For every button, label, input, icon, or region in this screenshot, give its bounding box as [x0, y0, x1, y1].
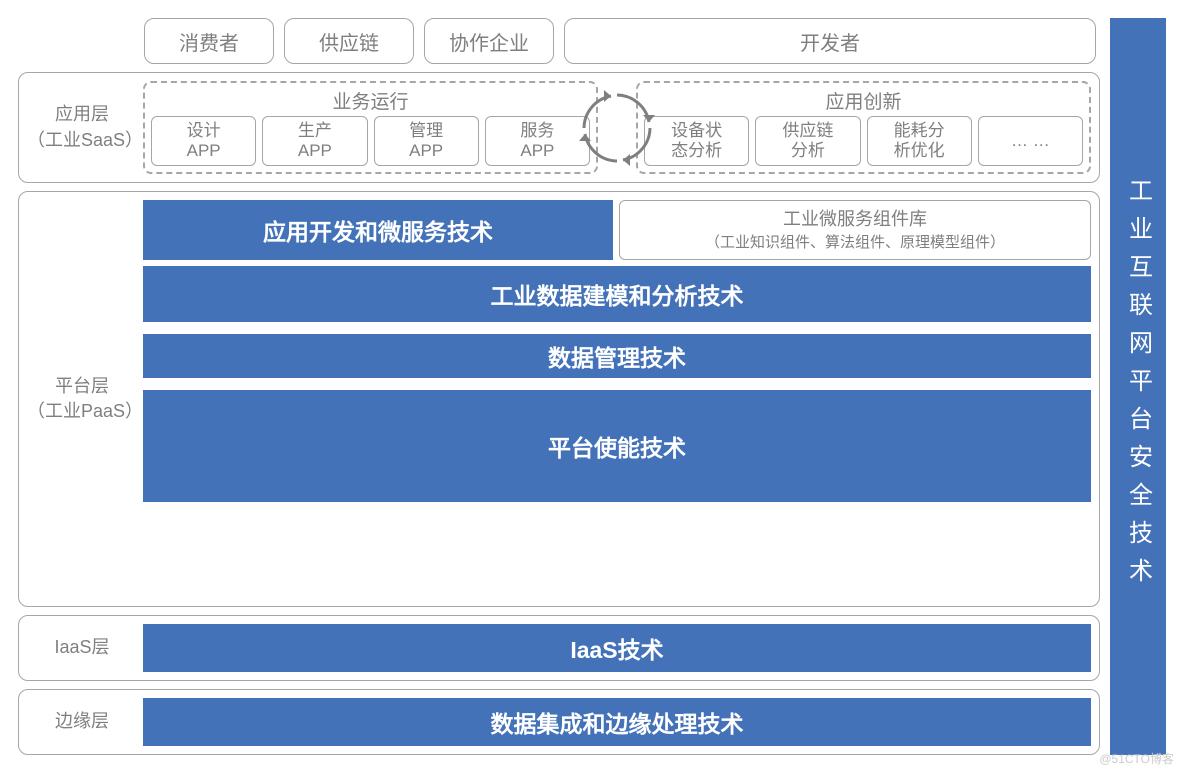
- watermark: @51CTO博客: [1099, 750, 1174, 767]
- actor-consumer: 消费者: [144, 18, 274, 64]
- app-service: 服务APP: [485, 116, 590, 166]
- application-innovation-group: 应用创新 设备状态分析 供应链分析 能耗分析优化 … …: [636, 81, 1091, 174]
- saas-content: 业务运行 设计APP 生产APP 管理APP 服务APP: [143, 81, 1091, 174]
- diagram-root: 消费者 供应链 协作企业 开发者 应用层 （工业SaaS） 业务运行 设计APP…: [18, 18, 1166, 755]
- app-design: 设计APP: [151, 116, 256, 166]
- edge-label: 边缘层: [27, 698, 137, 746]
- business-operation-group: 业务运行 设计APP 生产APP 管理APP 服务APP: [143, 81, 598, 174]
- lib-title: 工业微服务组件库: [783, 207, 927, 232]
- saas-label-line1: 应用层: [55, 102, 109, 127]
- security-column: 工业互联网平台安全技术: [1110, 18, 1166, 755]
- app-production: 生产APP: [262, 116, 367, 166]
- actor-supplychain: 供应链: [284, 18, 414, 64]
- innov-supplychain: 供应链分析: [755, 116, 860, 166]
- paas-data-management: 数据管理技术: [143, 334, 1091, 378]
- top-actors-row: 消费者 供应链 协作企业 开发者: [18, 18, 1100, 64]
- innov-more: … …: [978, 116, 1083, 166]
- paas-layer: 平台层 （工业PaaS） 应用开发和微服务技术 工业微服务组件库 （工业知识组件…: [18, 191, 1100, 607]
- edge-layer: 边缘层 数据集成和边缘处理技术: [18, 689, 1100, 755]
- innov-device-status: 设备状态分析: [644, 116, 749, 166]
- innov-energy: 能耗分析优化: [867, 116, 972, 166]
- saas-label-line2: （工业SaaS）: [27, 128, 137, 153]
- edge-bar: 数据集成和边缘处理技术: [143, 698, 1091, 746]
- cycle-arrows-icon: [578, 89, 656, 167]
- iaas-label: IaaS层: [27, 624, 137, 672]
- saas-label: 应用层 （工业SaaS）: [27, 81, 137, 174]
- left-column: 消费者 供应链 协作企业 开发者 应用层 （工业SaaS） 业务运行 设计APP…: [18, 18, 1100, 755]
- actor-developer: 开发者: [564, 18, 1096, 64]
- app-management: 管理APP: [374, 116, 479, 166]
- paas-data-modeling: 工业数据建模和分析技术: [143, 266, 1091, 322]
- paas-app-dev-microservice: 应用开发和微服务技术: [143, 200, 613, 260]
- lib-sub: （工业知识组件、算法组件、原理模型组件）: [705, 232, 1005, 253]
- microservice-component-library: 工业微服务组件库 （工业知识组件、算法组件、原理模型组件）: [619, 200, 1091, 260]
- paas-label-line1: 平台层: [55, 374, 109, 399]
- paas-label: 平台层 （工业PaaS）: [27, 200, 137, 598]
- paas-platform-enable: 平台使能技术: [143, 390, 1091, 502]
- iaas-layer: IaaS层 IaaS技术: [18, 615, 1100, 681]
- actor-partner: 协作企业: [424, 18, 554, 64]
- business-operation-title: 业务运行: [151, 87, 590, 114]
- saas-layer: 应用层 （工业SaaS） 业务运行 设计APP 生产APP 管理APP 服务AP…: [18, 72, 1100, 183]
- paas-content: 应用开发和微服务技术 工业微服务组件库 （工业知识组件、算法组件、原理模型组件）…: [143, 200, 1091, 598]
- paas-label-line2: （工业PaaS）: [27, 399, 137, 424]
- application-innovation-title: 应用创新: [644, 87, 1083, 114]
- iaas-bar: IaaS技术: [143, 624, 1091, 672]
